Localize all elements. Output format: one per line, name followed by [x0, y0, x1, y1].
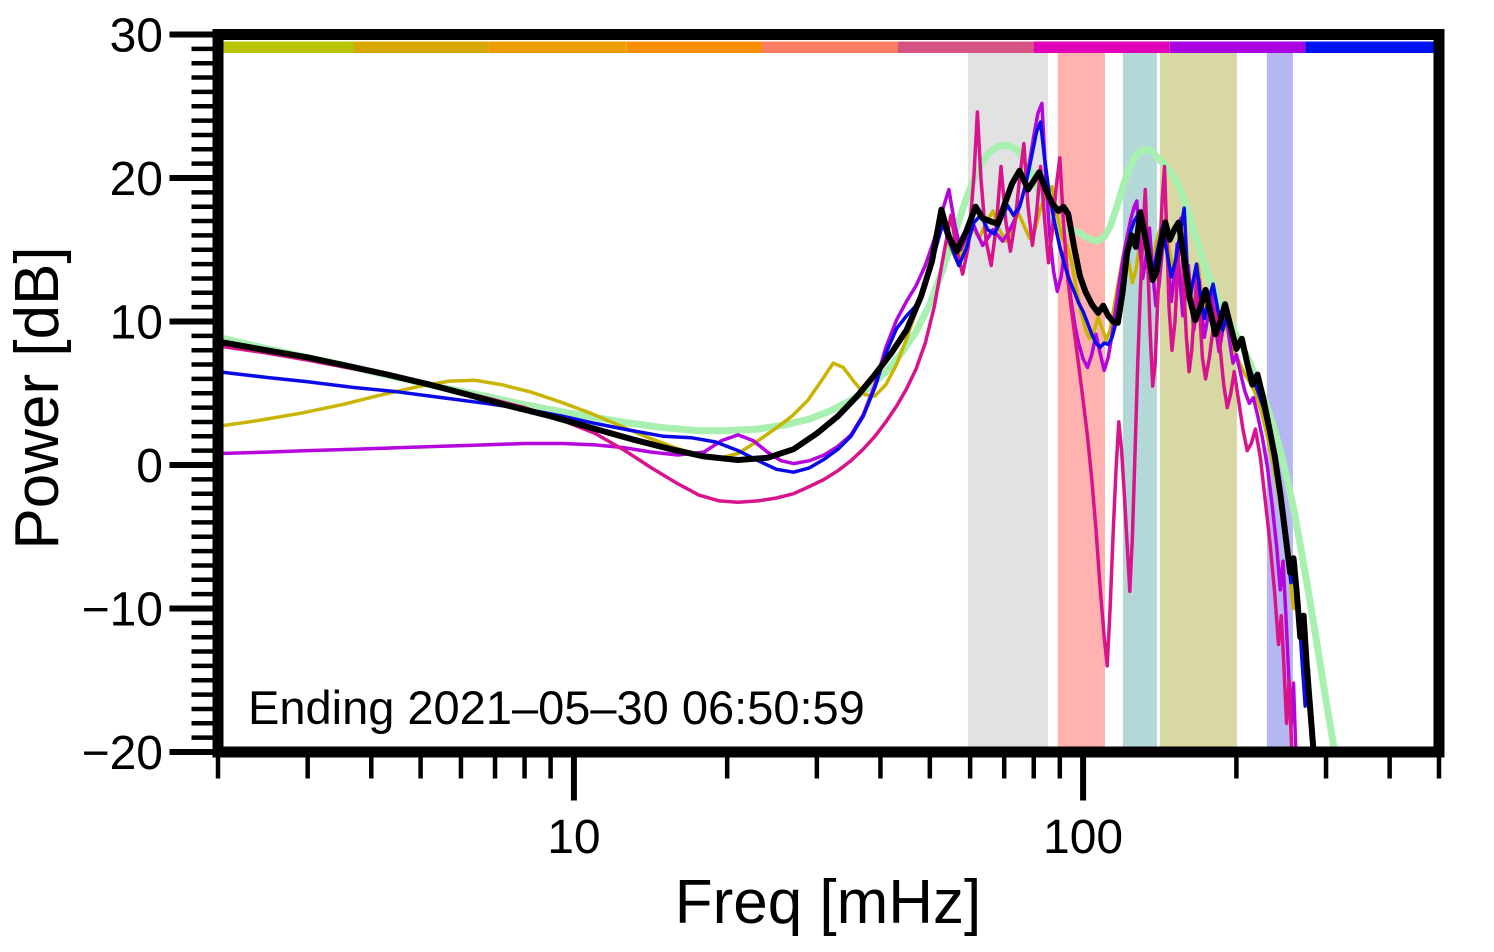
strip-segment-4	[626, 41, 762, 53]
y-tick-label: 10	[110, 297, 163, 350]
strip-segment-5	[761, 41, 898, 53]
strip-segment-8	[1169, 41, 1306, 53]
y-tick-label: 0	[136, 440, 163, 493]
x-axis-title: Freq [mHz]	[674, 868, 982, 937]
curve-rose	[223, 110, 1294, 747]
curve-black-mean	[223, 167, 1317, 747]
band-teal	[1122, 53, 1157, 752]
ending-time-annotation: Ending 2021–05–30 06:50:59	[248, 681, 865, 734]
plot-frame	[212, 29, 1445, 758]
strip-segment-2	[354, 41, 489, 53]
x-tick-label: 10	[547, 811, 600, 864]
y-tick-label: −10	[82, 584, 163, 637]
y-tick-label: 30	[110, 10, 163, 63]
strip-segment-9	[1305, 41, 1434, 53]
y-tick-label: −20	[82, 727, 163, 780]
strip-segment-6	[898, 41, 1034, 53]
strip-segment-7	[1033, 41, 1170, 53]
strip-segment-3	[488, 41, 627, 53]
y-axis-title: Power [dB]	[3, 246, 72, 550]
x-tick-label: 100	[1043, 811, 1123, 864]
y-tick-label: 20	[110, 153, 163, 206]
band-red	[1057, 53, 1105, 752]
strip-segment-1	[223, 41, 354, 53]
